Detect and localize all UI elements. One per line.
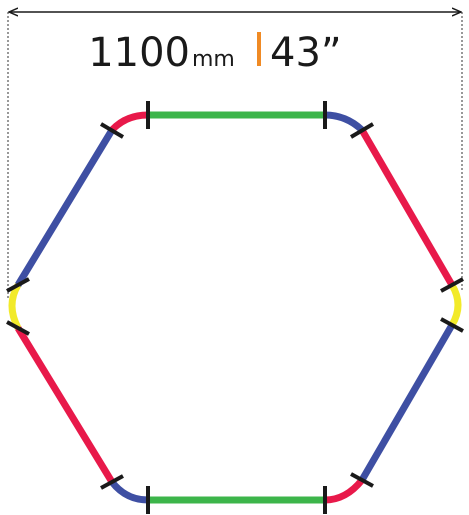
divider [257,32,261,66]
segment-red [358,128,456,287]
metric-value: 1100 [88,30,190,76]
joint [350,472,374,488]
corner-red [324,477,365,504]
corner-red [109,111,149,133]
hexagon [8,111,462,504]
dimension-lines [7,12,463,300]
segment-blue [358,323,456,482]
corner-yellow [8,283,22,330]
imperial-value: 43” [270,30,342,76]
dimension-label: 1100 mm 43” [88,30,341,76]
joint [99,122,125,139]
segment-blue [15,128,115,287]
joint [100,474,124,490]
corner-yellow [448,283,462,327]
segment-red [15,326,115,484]
joint [349,122,375,139]
corner-blue [109,479,149,504]
joint [440,277,464,293]
joint [440,317,464,333]
corner-blue [324,111,365,133]
joint [6,320,30,336]
joints [6,101,464,514]
joint [6,277,30,293]
metric-unit: mm [192,47,235,72]
